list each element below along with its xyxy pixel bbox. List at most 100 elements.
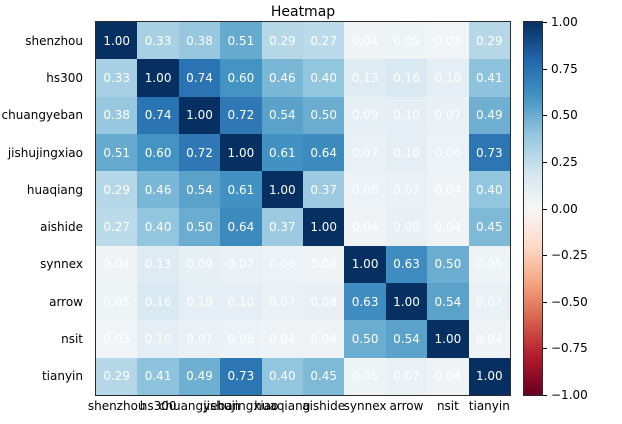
heatmap-cell: 0.07 xyxy=(468,283,510,321)
heatmap-cell: 0.38 xyxy=(178,22,221,60)
heatmap-cell: 0.04 xyxy=(468,320,510,358)
x-tick-label: synnex xyxy=(343,399,387,413)
y-tick-label: huaqiang xyxy=(26,182,83,197)
x-tick-label: arrow xyxy=(389,399,424,413)
heatmap-cell: 1.00 xyxy=(427,320,469,358)
heatmap-cell: 0.33 xyxy=(96,59,138,97)
colorbar-tick-mark xyxy=(543,255,547,257)
heatmap-cell: 0.13 xyxy=(344,59,386,97)
heatmap-cell: 0.29 xyxy=(261,22,303,60)
heatmap-cell: 0.40 xyxy=(303,59,345,97)
colorbar-tick-label: 1.00 xyxy=(551,15,578,29)
heatmap-cell: 0.04 xyxy=(303,320,345,358)
heatmap-cell: 0.54 xyxy=(178,171,221,209)
heatmap-cell: 1.00 xyxy=(220,133,262,172)
heatmap-cell: 0.73 xyxy=(468,133,510,172)
heatmap-cell: 0.05 xyxy=(344,357,386,395)
y-tick-label: aishide xyxy=(40,220,83,235)
heatmap-cell: 0.29 xyxy=(468,22,510,60)
y-tick-label: chuangyeban xyxy=(1,108,83,123)
heatmap-cell: 0.07 xyxy=(385,171,428,209)
heatmap-cell: 0.08 xyxy=(385,208,428,246)
colorbar-tick-mark xyxy=(543,395,547,396)
heatmap-cell: 0.10 xyxy=(220,283,262,321)
colorbar-tick-mark xyxy=(543,22,547,23)
heatmap-cell: 0.13 xyxy=(137,245,179,284)
heatmap-cell: 0.74 xyxy=(178,59,221,97)
heatmap-cell: 0.64 xyxy=(220,208,262,246)
heatmap-cell: 0.37 xyxy=(303,171,345,209)
heatmap-cell: 0.61 xyxy=(261,133,303,172)
heatmap-cell: 0.50 xyxy=(178,208,221,246)
y-tick-label: shenzhou xyxy=(25,33,83,48)
heatmap-cell: 0.10 xyxy=(137,320,179,358)
heatmap-cell: 0.07 xyxy=(344,133,386,172)
heatmap-cell: 0.60 xyxy=(220,59,262,97)
heatmap-cell: 0.10 xyxy=(427,59,469,97)
heatmap-cell: 0.16 xyxy=(137,283,179,321)
y-tick-label: tianyin xyxy=(41,369,83,384)
heatmap-cell: 0.04 xyxy=(344,22,386,60)
heatmap-cell: 0.03 xyxy=(427,22,469,60)
heatmap-cell: 0.73 xyxy=(220,357,262,395)
x-tick-label: jishujingxiao xyxy=(203,399,279,413)
heatmap-cell: 0.10 xyxy=(178,283,221,321)
heatmap-cell: 0.03 xyxy=(96,320,138,358)
heatmap-cell: 0.51 xyxy=(220,22,262,60)
heatmap-cell: 0.61 xyxy=(220,171,262,209)
heatmap-cell: 0.41 xyxy=(137,357,179,395)
colorbar-tick-mark xyxy=(543,301,547,303)
heatmap-cell: 0.09 xyxy=(178,245,221,284)
heatmap-cell: 0.49 xyxy=(178,357,221,395)
heatmap-cell: 0.06 xyxy=(427,133,469,172)
heatmap-cell: 0.04 xyxy=(261,320,303,358)
x-axis-tick-labels: shenzhou hs300 chuangyeban jishujingxiao hua… xyxy=(88,399,510,419)
heatmap-cell: 0.06 xyxy=(220,320,262,358)
heatmap-cell: 0.45 xyxy=(468,208,510,246)
colorbar-tick-label: 0.75 xyxy=(551,61,578,76)
colorbar-tick-mark xyxy=(543,161,547,163)
heatmap-cell: 0.10 xyxy=(385,96,428,134)
heatmap-cell: 0.05 xyxy=(385,22,428,60)
heatmap-cell: 0.54 xyxy=(261,96,303,134)
colorbar-ticks: 1.00 0.75 0.50 0.25 0.00 −0.25 −0.50 −0.75 −1.00 xyxy=(542,15,620,402)
heatmap-cell: 1.00 xyxy=(261,171,303,209)
x-tick-label: aishide xyxy=(302,399,346,413)
heatmap-cell: 0.46 xyxy=(137,171,179,209)
heatmap-cell: 0.04 xyxy=(303,245,345,284)
heatmap-cell: 0.05 xyxy=(468,245,510,284)
heatmap-cell: 0.05 xyxy=(96,283,138,321)
x-tick-label: huaqiang xyxy=(254,399,311,413)
heatmap-cell: 0.27 xyxy=(303,22,345,60)
heatmap-cell: 0.72 xyxy=(220,96,262,134)
heatmap-cell: 1.00 xyxy=(137,59,179,97)
heatmap-cell: 0.63 xyxy=(385,245,428,284)
heatmap-cell: 0.07 xyxy=(261,283,303,321)
y-tick-label: synnex xyxy=(40,257,83,272)
heatmap-cell: 0.64 xyxy=(303,133,345,172)
heatmap-cell: 1.00 xyxy=(468,357,510,395)
heatmap-cell: 0.29 xyxy=(96,357,138,395)
heatmap-cell: 0.40 xyxy=(137,208,179,246)
heatmap-cell: 0.46 xyxy=(261,59,303,97)
y-tick-label: arrow xyxy=(49,294,83,309)
heatmap-cell: 0.06 xyxy=(344,171,386,209)
heatmap-cell: 0.04 xyxy=(427,208,469,246)
colorbar-tick-label: −0.50 xyxy=(551,294,588,309)
heatmap-cell: 0.51 xyxy=(96,133,138,172)
heatmap-cell: 0.74 xyxy=(137,96,179,134)
heatmap-cell: 0.09 xyxy=(344,96,386,134)
heatmap-cell: 1.00 xyxy=(385,283,428,321)
colorbar-tick-mark xyxy=(543,348,547,350)
heatmap-cell: 0.38 xyxy=(96,96,138,134)
colorbar-tick-mark xyxy=(543,208,547,210)
heatmap-cell: 0.72 xyxy=(178,133,221,172)
heatmap-cell: 0.07 xyxy=(220,245,262,284)
heatmap-cell: 0.37 xyxy=(261,208,303,246)
heatmap-cell: 0.07 xyxy=(427,96,469,134)
heatmap-cell: 0.40 xyxy=(468,171,510,209)
heatmap-cell: 0.08 xyxy=(303,283,345,321)
heatmap-cell: 0.27 xyxy=(96,208,138,246)
x-tick-label: tianyin xyxy=(468,399,510,413)
